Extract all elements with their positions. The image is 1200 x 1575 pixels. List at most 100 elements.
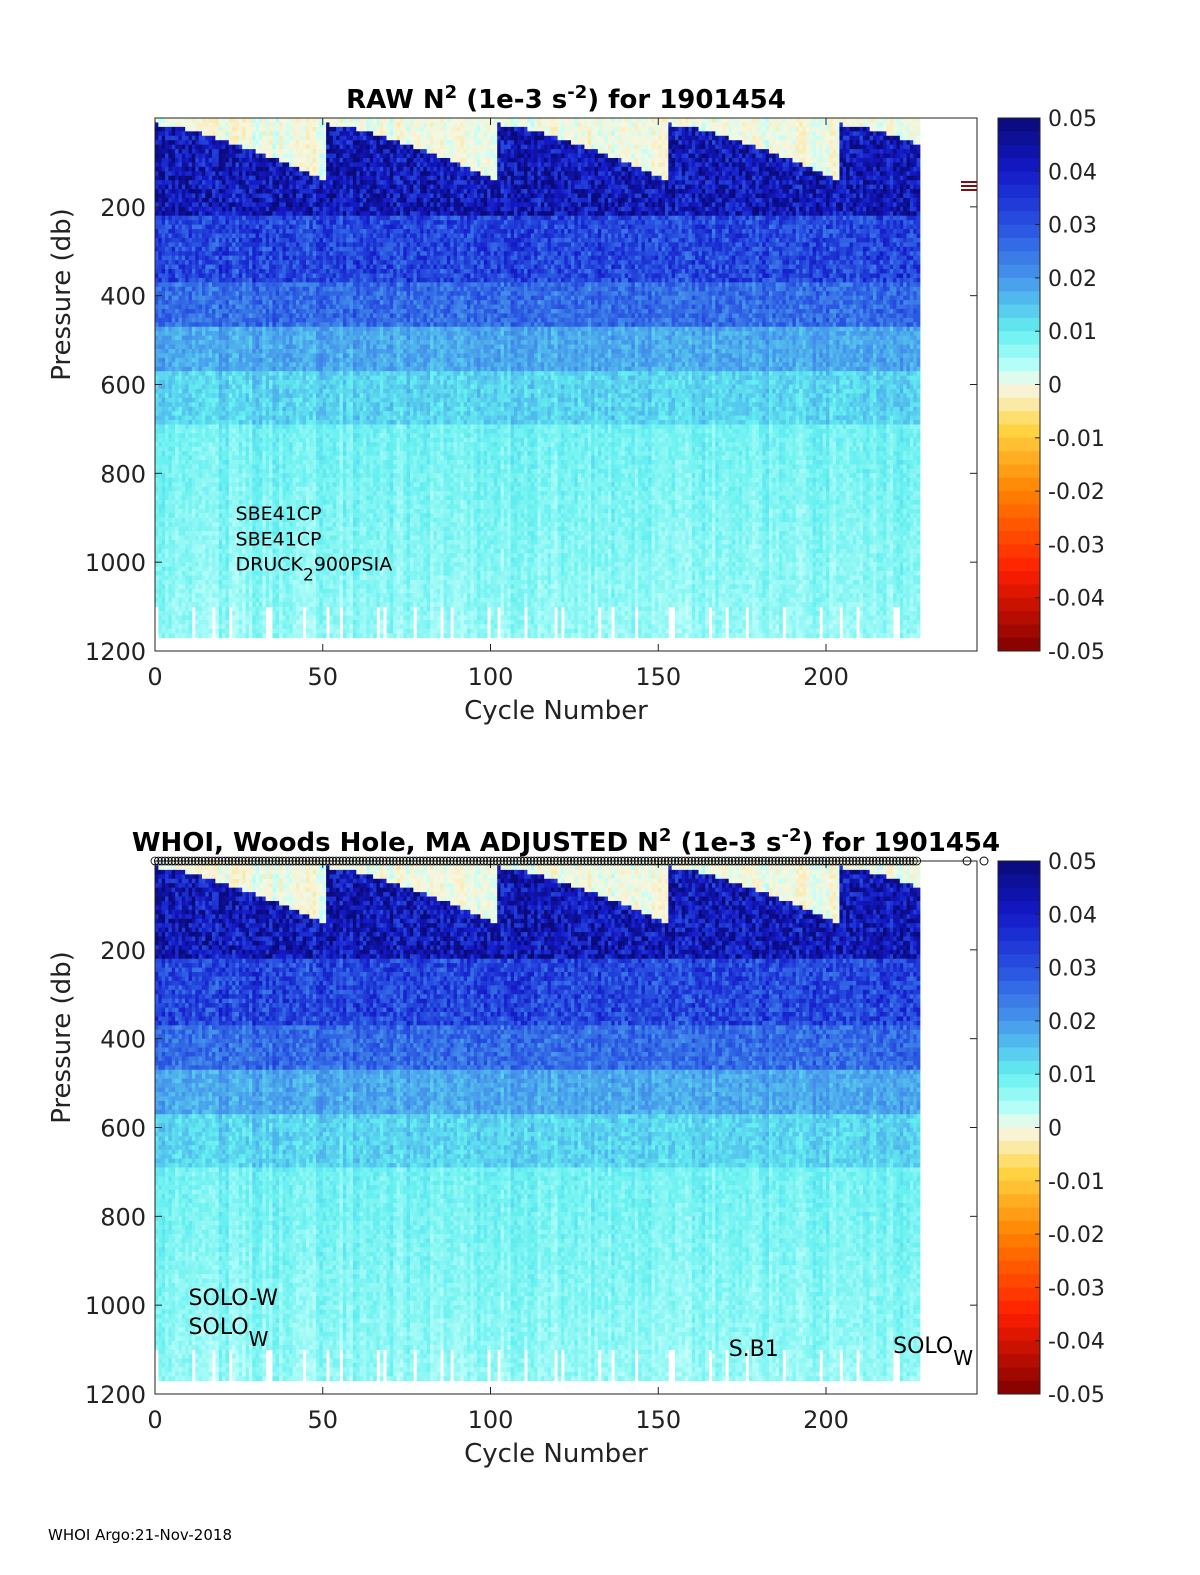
cycle-marker	[371, 856, 381, 866]
cycle-marker	[210, 856, 220, 866]
cycle-marker	[197, 856, 207, 866]
y-tick-label: 1200	[85, 638, 146, 666]
cycle-marker	[486, 856, 495, 866]
chart-panel-1: 0 50 100 150 200 200 400 600 800 1000 1200 Cycle Nu…	[47, 82, 1105, 727]
cycle-marker	[744, 856, 754, 866]
cycle-marker	[345, 856, 355, 866]
cycle-marker	[163, 856, 173, 866]
cycle-marker	[388, 856, 398, 866]
colorbar-segment	[998, 1354, 1040, 1368]
colorbar-segment	[998, 980, 1040, 995]
cycle-marker	[553, 856, 562, 866]
colorbar-segment	[998, 887, 1040, 902]
cycle-marker	[274, 856, 284, 866]
cycle-marker	[851, 856, 861, 866]
colorbar-segment	[998, 1234, 1040, 1248]
colorbar-segment	[998, 1380, 1040, 1395]
cycle-marker	[502, 856, 512, 866]
colorbar-segment	[998, 277, 1040, 292]
heatmap-cells	[155, 861, 921, 1382]
colorbar-segment	[998, 424, 1040, 439]
cycle-marker	[355, 856, 365, 866]
colorbar-segment	[998, 184, 1040, 199]
cycle-marker	[855, 856, 864, 866]
cycle-marker	[804, 856, 814, 866]
cycle-marker	[674, 856, 683, 866]
y-tick-label: 1000	[85, 1292, 146, 1320]
cycle-marker	[714, 856, 724, 866]
cycle-marker	[224, 856, 234, 866]
cycle-marker	[200, 856, 210, 866]
cycle-marker	[570, 856, 579, 866]
colorbar-segment	[998, 197, 1040, 212]
cycle-marker	[771, 856, 781, 866]
cycle-marker	[841, 856, 851, 866]
colorbar-segment	[998, 1020, 1040, 1035]
colorbar-segment	[998, 611, 1040, 625]
x-tick-label: 100	[468, 663, 514, 691]
colorbar-segment	[998, 914, 1040, 929]
cycle-marker	[606, 856, 616, 866]
cycle-markers	[150, 856, 989, 866]
cycle-marker	[663, 856, 673, 866]
cycle-marker	[321, 856, 331, 866]
cycle-marker	[865, 856, 874, 866]
cycle-marker	[727, 856, 737, 866]
cycle-marker	[892, 856, 901, 866]
cycle-marker	[415, 856, 425, 866]
colorbar-tick-label: 0.03	[1048, 957, 1097, 982]
cycle-marker	[717, 856, 727, 866]
cycle-marker	[425, 856, 435, 866]
cycle-marker	[845, 856, 854, 866]
colorbar-tick-label: -0.01	[1048, 427, 1105, 452]
colorbar-segment	[998, 397, 1040, 412]
cycle-marker	[868, 856, 878, 866]
cycle-marker	[761, 856, 770, 866]
cycle-marker	[707, 856, 717, 866]
colorbar: 0.05 0.04 0.03 0.02 0.01 0 -0.01 -0.02 -0.03 -0.0…	[997, 850, 1105, 1408]
cycle-marker	[603, 856, 613, 866]
cycle-marker	[778, 856, 787, 866]
cycle-marker	[442, 856, 452, 866]
colorbar-segment	[998, 1367, 1040, 1382]
cycle-marker	[623, 856, 633, 866]
cycle-marker	[620, 856, 630, 866]
colorbar-tick-label: 0.05	[1048, 850, 1097, 875]
cycle-marker	[365, 856, 375, 866]
colorbar-segment	[998, 1060, 1040, 1075]
cycle-marker	[429, 856, 438, 866]
cycle-marker	[610, 856, 619, 866]
colorbar-segment	[998, 1167, 1040, 1182]
y-axis-label: Pressure (db)	[47, 208, 77, 381]
cycle-marker	[818, 856, 828, 866]
y-tick-label: 200	[100, 194, 146, 222]
cycle-marker	[455, 856, 465, 866]
cycle-marker	[288, 856, 298, 866]
cycle-marker	[475, 856, 485, 866]
colorbar-segment	[998, 1340, 1040, 1355]
cycle-marker	[368, 856, 378, 866]
cycle-marker	[734, 856, 744, 866]
cycle-marker	[898, 856, 908, 866]
cycle-marker	[566, 856, 576, 866]
cycle-marker	[375, 856, 385, 866]
cycle-marker	[737, 856, 747, 866]
colorbar-segment	[998, 384, 1040, 399]
cycle-marker	[244, 856, 254, 866]
y-tick-label: 1200	[85, 1381, 146, 1409]
cycle-marker	[267, 856, 277, 866]
colorbar-segment	[998, 317, 1040, 332]
colorbar-segment	[998, 1220, 1040, 1235]
cycle-marker	[536, 856, 546, 866]
cycle-marker	[660, 856, 670, 866]
cycle-marker	[462, 856, 472, 866]
cycle-marker	[848, 856, 858, 866]
cycle-marker	[563, 856, 573, 866]
annotation-label: SOLOW	[189, 1315, 269, 1351]
colorbar-segment	[998, 900, 1040, 915]
cycle-marker	[398, 856, 408, 866]
colorbar-segment	[998, 1247, 1040, 1262]
cycle-marker	[687, 856, 697, 866]
cycle-marker	[234, 856, 244, 866]
cycle-marker	[593, 856, 603, 866]
